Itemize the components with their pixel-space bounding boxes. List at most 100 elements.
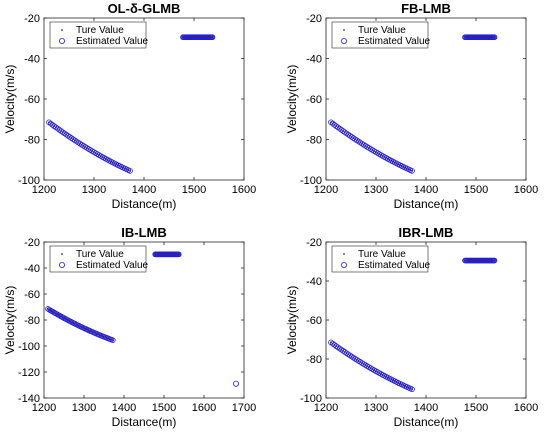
true-point	[73, 139, 76, 142]
true-point	[53, 312, 56, 314]
true-point	[52, 311, 55, 314]
legend-estimated-marker	[340, 38, 347, 45]
true-point	[364, 364, 367, 366]
estimated-point	[110, 337, 116, 343]
true-point	[397, 163, 400, 166]
true-point	[350, 136, 353, 138]
true-point	[386, 157, 389, 160]
true-point	[49, 122, 52, 125]
true-point	[48, 308, 51, 311]
true-point	[122, 166, 125, 169]
true-point	[381, 155, 384, 157]
estimated-point	[409, 168, 415, 174]
true-point	[56, 127, 59, 130]
true-point	[120, 165, 123, 168]
true-point	[80, 143, 83, 146]
x-tick-label: 1300	[364, 184, 388, 196]
true-point	[378, 153, 381, 155]
true-point	[87, 329, 89, 331]
true-point	[349, 134, 351, 137]
legend-box	[49, 21, 147, 49]
true-point	[72, 138, 75, 141]
true-point	[388, 158, 391, 161]
true-point	[51, 310, 54, 313]
y-tick-label: -100	[18, 175, 40, 187]
true-point	[91, 330, 94, 333]
true-point	[350, 355, 353, 358]
true-point	[399, 382, 401, 385]
true-point	[63, 132, 66, 135]
true-point	[76, 323, 78, 326]
true-point	[127, 169, 130, 171]
true-point	[105, 336, 107, 339]
true-point	[400, 165, 403, 167]
chart-title: OL-δ-GLMB	[108, 1, 181, 16]
true-point	[338, 127, 341, 130]
estimated-point	[46, 306, 53, 313]
legend-estimated-marker	[340, 261, 347, 268]
true-point	[100, 334, 103, 337]
true-point	[75, 140, 78, 143]
true-point	[386, 376, 389, 379]
true-point	[336, 126, 339, 129]
y-tick-label: -60	[24, 94, 40, 106]
true-point	[355, 358, 358, 361]
true-point	[357, 140, 360, 143]
true-point	[402, 165, 405, 168]
true-point	[92, 151, 95, 153]
x-tick-label: 1200	[32, 184, 56, 196]
true-point	[330, 121, 332, 124]
true-point	[95, 332, 98, 335]
x-axis-label: Distance(m)	[112, 415, 177, 429]
x-tick-label: 1400	[112, 402, 136, 414]
true-point	[392, 160, 394, 163]
true-point	[361, 362, 363, 364]
true-point	[404, 166, 407, 169]
estimated-point	[409, 386, 415, 393]
x-tick-label: 1300	[82, 184, 106, 196]
true-point	[335, 345, 338, 347]
true-point	[58, 128, 61, 131]
estimated-point	[49, 308, 55, 315]
y-tick-label: -20	[24, 13, 40, 25]
true-point	[333, 123, 336, 126]
true-point	[338, 347, 341, 350]
true-point	[84, 145, 87, 148]
true-point	[70, 137, 73, 139]
x-axis-label: Distance(m)	[112, 197, 177, 211]
x-tick-label: 1300	[364, 402, 388, 414]
estimated-outlier-point	[232, 380, 239, 387]
x-axis-label: Distance(m)	[394, 415, 459, 429]
true-point	[98, 154, 100, 156]
x-tick-label: 1500	[464, 402, 488, 414]
true-point	[380, 154, 382, 156]
true-point	[98, 333, 100, 336]
true-point	[331, 342, 334, 345]
true-point	[110, 160, 112, 163]
true-point	[89, 149, 92, 151]
true-point	[368, 147, 370, 149]
legend-true-marker	[343, 253, 345, 255]
true-point	[77, 141, 80, 144]
legend-label-estimated: Estimated Value	[358, 260, 431, 271]
true-point	[371, 368, 374, 371]
true-point	[392, 379, 394, 382]
true-point	[82, 144, 85, 147]
y-axis-label: Velocity(m/s)	[285, 286, 299, 355]
x-tick-label: 1500	[152, 402, 176, 414]
x-axis-label: Distance(m)	[394, 197, 459, 211]
true-point	[374, 151, 377, 153]
y-tick-label: -20	[306, 237, 322, 249]
true-point	[373, 150, 375, 152]
true-point	[352, 137, 355, 139]
true-point	[342, 349, 344, 352]
true-point	[69, 320, 71, 323]
true-point	[383, 374, 386, 377]
true-point	[366, 365, 369, 368]
legend-box	[331, 245, 429, 273]
true-point	[61, 131, 64, 134]
true-point	[59, 315, 62, 317]
estimated-point	[127, 168, 133, 174]
true-point	[47, 308, 49, 310]
